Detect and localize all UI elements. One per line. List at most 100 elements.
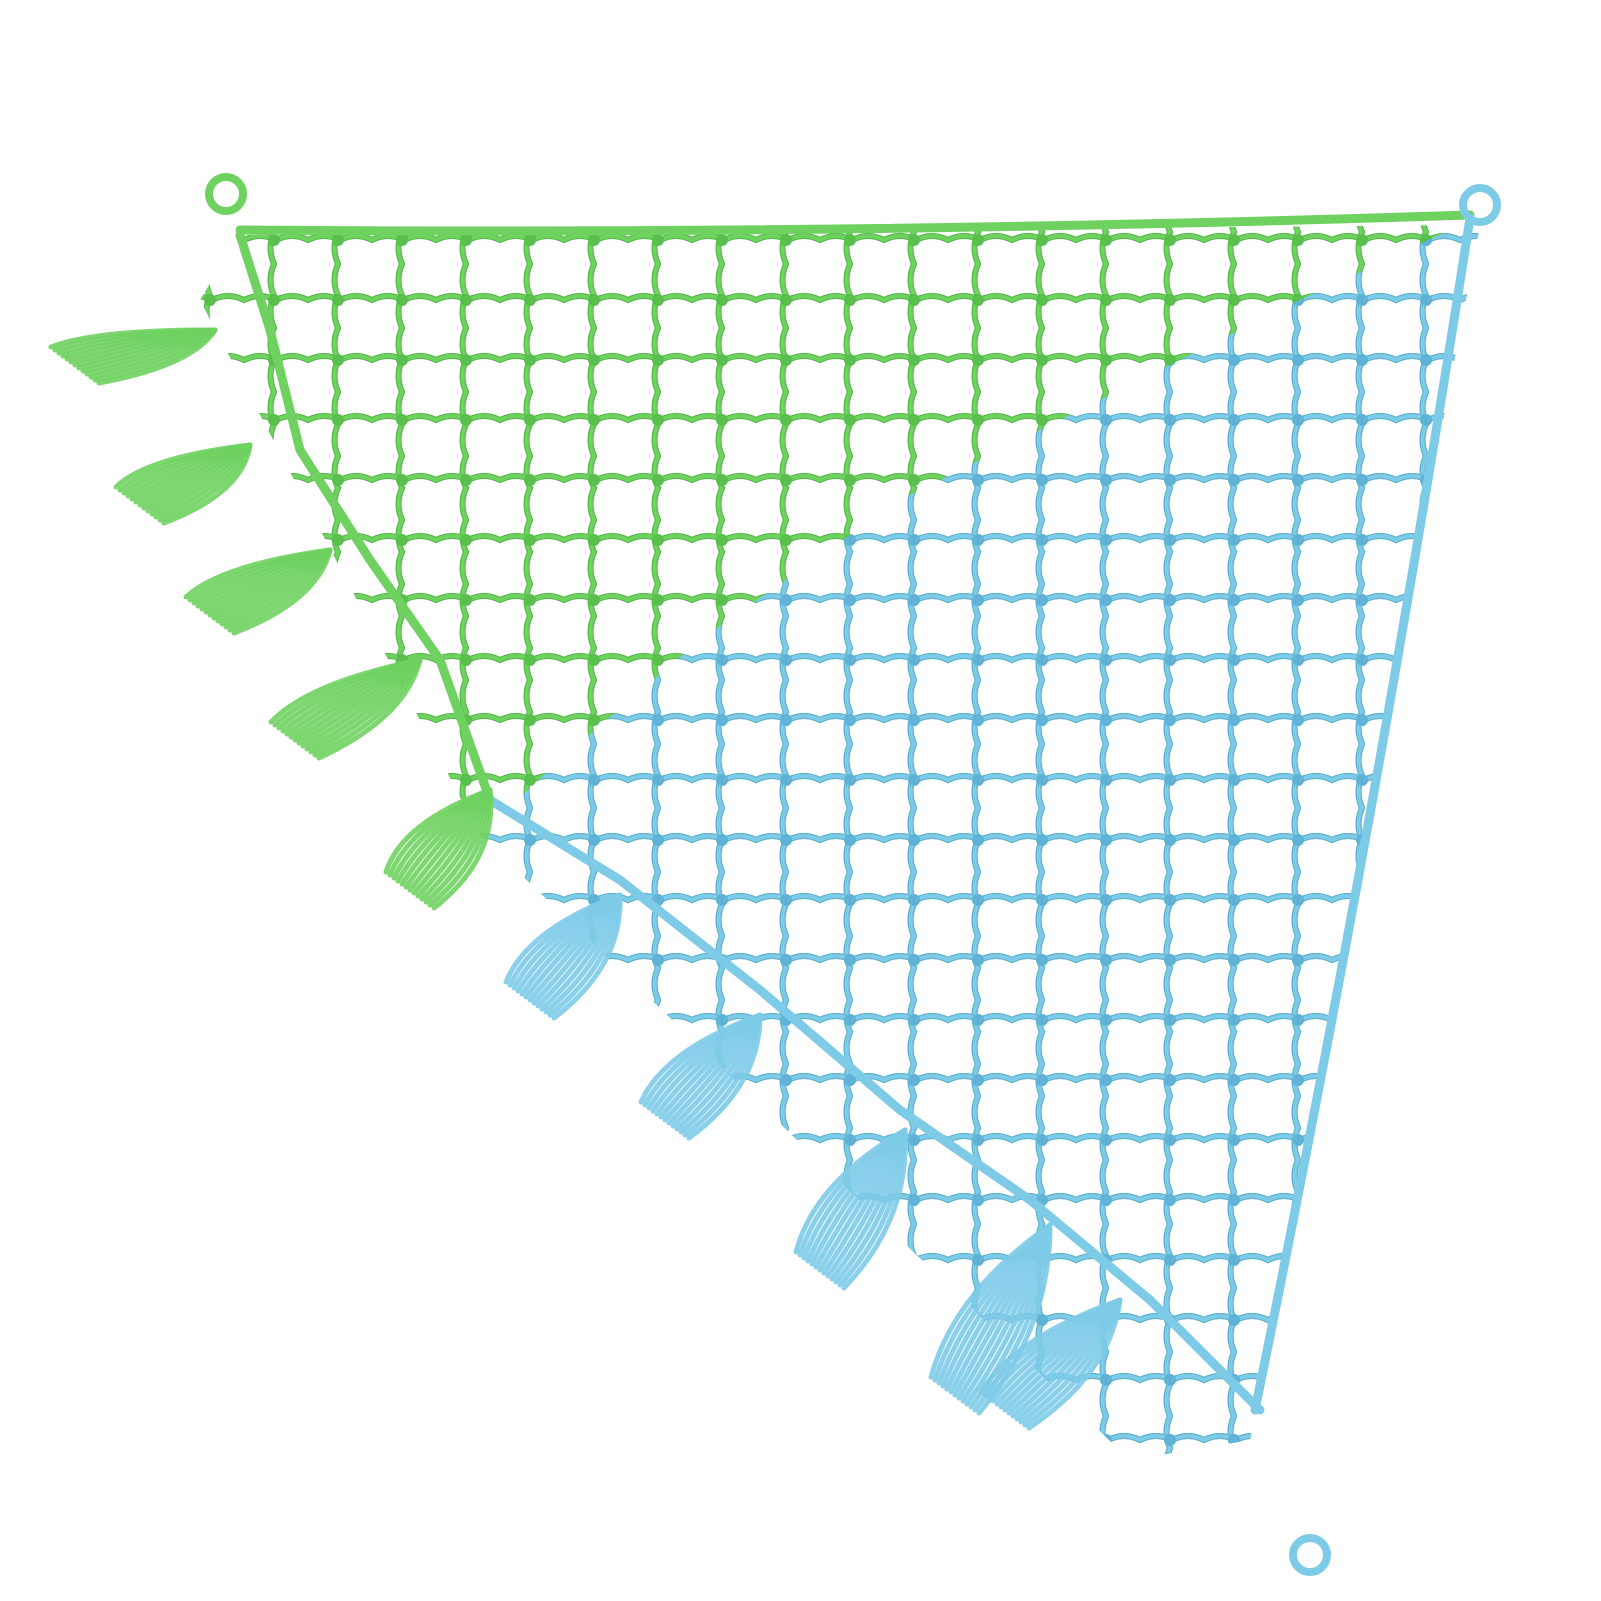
mesh-knot	[588, 594, 600, 606]
mesh-knot	[844, 714, 856, 726]
mesh-knot	[908, 954, 920, 966]
mesh-knot	[1356, 354, 1368, 366]
mesh-knot	[972, 954, 984, 966]
mesh-knot	[1100, 1134, 1112, 1146]
mesh-knot	[1228, 294, 1240, 306]
mesh-knot	[1356, 474, 1368, 486]
mesh-knot	[844, 1014, 856, 1026]
mesh-knot	[780, 714, 792, 726]
mesh-knot	[908, 534, 920, 546]
mesh-knot	[780, 414, 792, 426]
mesh-knot	[1420, 354, 1432, 366]
mesh-knot	[844, 474, 856, 486]
mesh-knot	[1292, 834, 1304, 846]
mesh-knot	[1036, 954, 1048, 966]
mesh-knot	[460, 294, 472, 306]
mesh-knot	[716, 714, 728, 726]
mesh-knot	[1164, 714, 1176, 726]
mesh-knot	[844, 234, 856, 246]
mesh-knot	[1100, 774, 1112, 786]
mesh-knot	[1036, 294, 1048, 306]
tassel-strand	[431, 787, 494, 911]
mesh-knot	[460, 654, 472, 666]
mesh-knot	[332, 474, 344, 486]
mesh-knot	[1100, 234, 1112, 246]
mesh-knot	[1100, 894, 1112, 906]
mesh-knot	[1036, 1014, 1048, 1026]
mesh-knot	[972, 1134, 984, 1146]
mesh-knot	[1292, 234, 1304, 246]
mesh-knot	[716, 354, 728, 366]
mesh-knot	[396, 414, 408, 426]
mesh-knot	[844, 954, 856, 966]
mesh-knot	[1420, 414, 1432, 426]
mesh-knot	[780, 954, 792, 966]
tassel	[113, 442, 253, 526]
mesh-knot	[716, 294, 728, 306]
mesh-knot	[652, 474, 664, 486]
mesh-knot	[1228, 234, 1240, 246]
mesh-knot	[1292, 594, 1304, 606]
mesh-knot	[716, 654, 728, 666]
mesh-knot	[1036, 654, 1048, 666]
mesh-knot	[460, 414, 472, 426]
mesh-knot	[844, 414, 856, 426]
mesh-knot	[972, 1254, 984, 1266]
mesh-knot	[652, 414, 664, 426]
mesh-knot	[588, 714, 600, 726]
mesh-knot	[460, 594, 472, 606]
mesh-knot	[1356, 234, 1368, 246]
mesh-knot	[844, 774, 856, 786]
mesh-knot	[396, 234, 408, 246]
mesh-knot	[1100, 1374, 1112, 1386]
mesh-knot	[1228, 1314, 1240, 1326]
mesh-knot	[972, 1194, 984, 1206]
mesh-knot	[524, 834, 536, 846]
hanging-ring	[1289, 1534, 1331, 1576]
mesh-knot	[972, 834, 984, 846]
mesh-knot	[332, 234, 344, 246]
mesh-knot	[460, 774, 472, 786]
mesh-knot	[972, 774, 984, 786]
mesh-knot	[908, 1194, 920, 1206]
mesh-knot	[972, 534, 984, 546]
mesh-knot	[588, 534, 600, 546]
mesh-knot	[1164, 1194, 1176, 1206]
mesh-knot	[716, 834, 728, 846]
mesh-knot	[524, 534, 536, 546]
border-ropes	[235, 210, 1475, 1415]
mesh-knot	[908, 654, 920, 666]
mesh-knot	[844, 594, 856, 606]
mesh-knot	[908, 714, 920, 726]
mesh-knot	[972, 474, 984, 486]
mesh-knot	[332, 414, 344, 426]
mesh-knot	[972, 234, 984, 246]
tassel	[48, 327, 218, 386]
mesh-knot	[1164, 1254, 1176, 1266]
tassel-strand	[551, 892, 623, 1021]
mesh-knot	[1164, 234, 1176, 246]
mesh-knot	[588, 774, 600, 786]
mesh-knot	[844, 354, 856, 366]
mesh-knot	[1292, 354, 1304, 366]
mesh-knot	[844, 1074, 856, 1086]
mesh-knot	[972, 1014, 984, 1026]
mesh-knot	[588, 294, 600, 306]
mesh-knot	[1228, 1074, 1240, 1086]
mesh-knot	[908, 834, 920, 846]
mesh-knot	[652, 774, 664, 786]
mesh-knot	[1036, 534, 1048, 546]
mesh-knot	[1164, 594, 1176, 606]
mesh-knot	[908, 474, 920, 486]
mesh-knot	[780, 474, 792, 486]
mesh-knot	[780, 594, 792, 606]
mesh-knot	[844, 294, 856, 306]
mesh-knot	[1356, 294, 1368, 306]
tassel	[383, 787, 494, 911]
mesh-knot	[1100, 294, 1112, 306]
mesh-knot	[268, 234, 280, 246]
mesh-knot	[332, 294, 344, 306]
border-rope	[235, 230, 495, 805]
mesh-knot	[1164, 894, 1176, 906]
